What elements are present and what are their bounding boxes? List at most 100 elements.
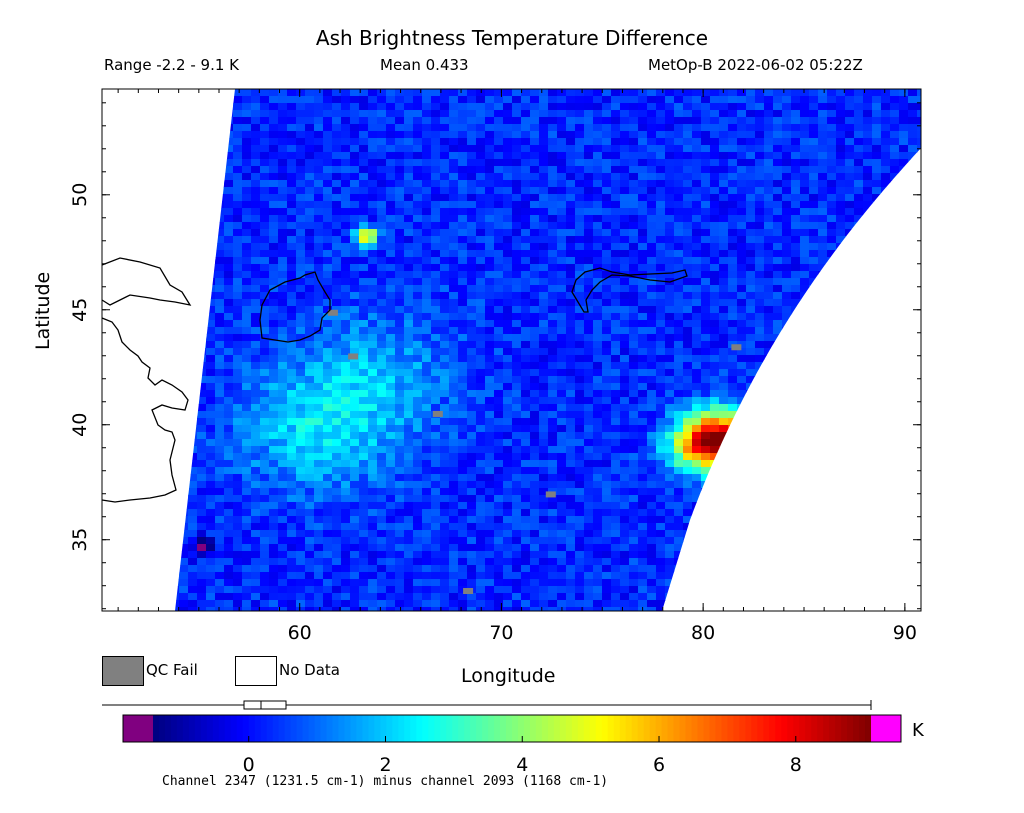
colorbar-segment [781, 715, 788, 742]
colorbar-under [123, 715, 153, 742]
colorbar-segment [488, 715, 495, 742]
colorbar-segment [500, 715, 507, 742]
colorbar-segment [565, 715, 573, 742]
colorbar-segment [637, 715, 645, 742]
colorbar-segment [667, 715, 675, 742]
colorbar-segment [248, 715, 256, 742]
colorbar-segment [811, 715, 818, 742]
colorbar-segment [763, 715, 770, 742]
colorbar-segment [374, 715, 381, 742]
qc-fail-pixel [731, 344, 742, 351]
colorbar-segment [817, 715, 824, 742]
colorbar-segment [715, 715, 723, 742]
mean-text: Mean 0.433 [380, 56, 469, 74]
coastline [259, 271, 331, 343]
colorbar-segment [529, 715, 537, 742]
colorbar-segment [721, 715, 728, 742]
colorbar-segment [673, 715, 681, 742]
y-tick-label: 35 [69, 528, 91, 552]
colorbar-segment [218, 715, 226, 742]
qc-fail-pixel [348, 353, 359, 360]
colorbar-segment [446, 715, 453, 742]
colorbar-segment [278, 715, 286, 742]
colorbar-tick-label: 0 [243, 754, 255, 776]
colorbar-segment [380, 715, 387, 742]
qc-fail-swatch [102, 656, 144, 686]
range-text: Range -2.2 - 9.1 K [104, 56, 239, 74]
colorbar-segment [506, 715, 513, 742]
colorbar-segment [410, 715, 417, 742]
no-data-label: No Data [279, 661, 340, 679]
colorbar-tick-label: 6 [653, 754, 665, 776]
colorbar-segment [230, 715, 238, 742]
colorbar-segment [613, 715, 621, 742]
colorbar-segment [703, 715, 711, 742]
colorbar-frame [122, 714, 902, 743]
colorbar-segment [745, 715, 752, 742]
no-data-swatch [235, 656, 277, 686]
colorbar-segment [290, 715, 298, 742]
colorbar-segment [595, 715, 603, 742]
y-tick-label: 40 [69, 413, 91, 437]
colorbar-segment [332, 715, 340, 742]
colorbar-segment [685, 715, 693, 742]
colorbar-segment [805, 715, 812, 742]
colorbar-unit: K [912, 720, 924, 741]
colorbar-segment [404, 715, 411, 742]
colorbar-segment [517, 715, 525, 742]
colorbar-segment [368, 715, 375, 742]
colorbar-segment [206, 715, 214, 742]
colorbar-tick-label: 2 [379, 754, 391, 776]
colorbar-segment [320, 715, 328, 742]
colorbar-segment [386, 715, 393, 742]
colorbar-segment [739, 715, 746, 742]
colorbar-segment [607, 715, 615, 742]
colorbar-segment [260, 715, 268, 742]
colorbar-segment [416, 715, 423, 742]
colorbar-segment [212, 715, 220, 742]
colorbar-segment [589, 715, 597, 742]
x-tick-label: 60 [288, 622, 312, 644]
colorbar-segment [853, 715, 860, 742]
x-tick-label: 70 [489, 622, 513, 644]
colorbar-segment [541, 715, 549, 742]
coastline [571, 267, 688, 313]
colorbar-segment [769, 715, 776, 742]
colorbar-segment [523, 715, 531, 742]
colorbar-segment [470, 715, 477, 742]
heatmap-cells [175, 89, 921, 611]
colorbar-segment [314, 715, 322, 742]
colorbar-segment [697, 715, 705, 742]
colorbar-segment [679, 715, 687, 742]
colorbar-segment [362, 715, 369, 742]
colorbar-segment [266, 715, 274, 742]
colorbar-segment [577, 715, 585, 742]
colorbar-segment [547, 715, 555, 742]
colorbar-segment [434, 715, 441, 742]
colorbar-segment [733, 715, 740, 742]
colorbar-segment [775, 715, 782, 742]
qc-fail-pixel [545, 491, 556, 498]
channel-note: Channel 2347 (1231.5 cm-1) minus channel… [162, 774, 609, 789]
qc-fail-pixel [463, 588, 474, 595]
colorbar-segment [535, 715, 543, 742]
colorbar-segment [476, 715, 483, 742]
colorbar-over [871, 715, 901, 742]
colorbar-segment [350, 715, 358, 742]
colorbar-segment [727, 715, 734, 742]
colorbar-tick-label: 4 [516, 754, 528, 776]
colorbar-segment [793, 715, 800, 742]
colorbar-segment [176, 715, 184, 742]
colorbar-segment [835, 715, 842, 742]
colorbar-segment [326, 715, 334, 742]
colorbar-segment [559, 715, 567, 742]
colorbar-segment [661, 715, 669, 742]
colorbar-segment [242, 715, 250, 742]
colorbar-segment [482, 715, 489, 742]
distribution-box [243, 700, 287, 710]
colorbar-segment [338, 715, 346, 742]
colorbar-segment [751, 715, 758, 742]
colorbar-segment [200, 715, 208, 742]
colorbar-segment [655, 715, 663, 742]
